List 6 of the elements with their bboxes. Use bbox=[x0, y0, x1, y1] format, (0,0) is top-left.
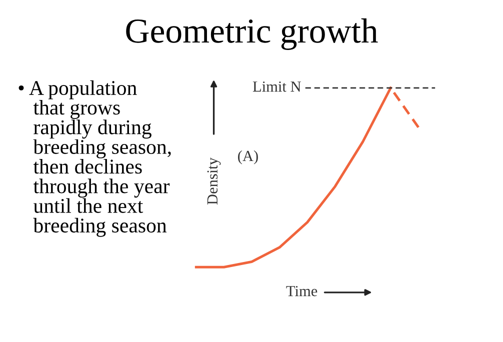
chart-title: Geometric growth bbox=[126, 18, 378, 50]
y-axis-title: Density bbox=[207, 158, 221, 205]
x-axis-title: Time bbox=[286, 286, 318, 296]
annotation: (A) bbox=[238, 150, 258, 164]
text: • A population that grows rapidly during breeding season, then declines through the year until the next breeding season bbox=[18, 80, 171, 237]
ref-line-label: Limit N bbox=[252, 81, 301, 92]
